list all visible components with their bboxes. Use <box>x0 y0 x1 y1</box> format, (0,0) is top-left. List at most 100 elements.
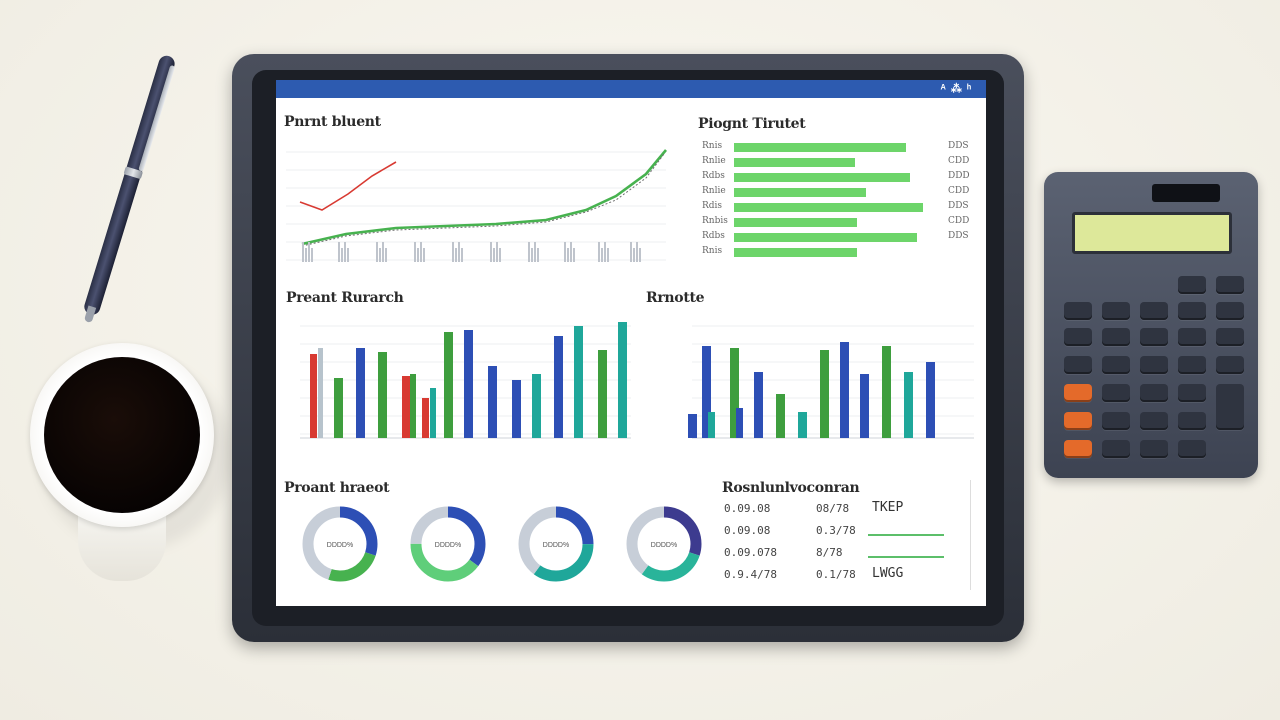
tick-mark <box>534 242 536 262</box>
calculator-key <box>1102 302 1130 320</box>
tick-mark <box>455 248 457 262</box>
tick-mark <box>499 248 501 262</box>
calculator-key <box>1178 440 1206 458</box>
table-row: 0.09.078 8/78 <box>720 544 976 564</box>
bar <box>734 248 857 257</box>
donut-label: DDDD% <box>543 542 569 549</box>
calculator-key <box>1064 356 1092 374</box>
table-cell: 0.09.08 <box>724 502 771 515</box>
bar <box>378 352 387 438</box>
bar <box>318 348 323 438</box>
dotted-series-line <box>301 153 665 247</box>
status-icons: ᴬ ⁂ ʰ <box>940 83 972 95</box>
tick-mark <box>382 242 384 262</box>
bar <box>734 188 866 197</box>
bar-value-label: DDS <box>948 201 969 211</box>
calculator-keypad <box>1058 272 1248 464</box>
bar <box>736 408 743 438</box>
calculator-key <box>1178 384 1206 402</box>
tick-mark <box>598 242 600 262</box>
bar-label: Rdbs <box>702 231 725 241</box>
tick-mark <box>417 248 419 262</box>
donut-chart: DDDD% <box>410 506 486 582</box>
calculator-key <box>1178 276 1206 294</box>
calculator-key <box>1178 356 1206 374</box>
calculator-key <box>1216 356 1244 374</box>
donut-chart: DDDD% <box>302 506 378 582</box>
tick-mark <box>338 242 340 262</box>
calculator-display <box>1072 212 1232 254</box>
bar <box>734 158 855 167</box>
bar <box>574 326 583 438</box>
calculator-key <box>1216 302 1244 320</box>
grouped-bar-chart-2 <box>688 325 974 439</box>
tick-mark <box>564 242 566 262</box>
donut-segment <box>302 506 378 582</box>
calculator <box>1044 172 1258 478</box>
tick-mark <box>347 248 349 262</box>
tick-mark <box>414 242 416 262</box>
bar <box>410 374 416 438</box>
dashboard-screen: ᴬ ⁂ ʰ Pnrnt bluent Piognt Tirutet Preant… <box>276 80 986 606</box>
red-series-line <box>299 161 397 211</box>
tick-mark <box>537 248 539 262</box>
table-cell: 0.1/78 <box>816 568 856 581</box>
calculator-key <box>1064 302 1092 320</box>
bar-label: Rdis <box>702 201 723 211</box>
bar <box>422 398 429 438</box>
donut-segment <box>518 506 594 582</box>
bar-label: Rnis <box>702 141 723 151</box>
tick-mark <box>452 242 454 262</box>
bar-row: Rnis DDS <box>696 140 986 155</box>
bar-value-label: DDS <box>948 141 969 151</box>
bar <box>310 354 317 438</box>
bar <box>840 342 849 438</box>
screen-topbar: ᴬ ⁂ ʰ <box>276 80 986 98</box>
tick-mark <box>604 242 606 262</box>
bar-row: Rnlie CDD <box>696 185 986 200</box>
calculator-key <box>1216 384 1244 430</box>
donut-chart: DDDD% <box>626 506 702 582</box>
bar-label: Rnlie <box>702 186 726 196</box>
bar <box>512 380 521 438</box>
tick-mark <box>567 248 569 262</box>
calculator-key <box>1064 440 1092 458</box>
line-chart-title: Pnrnt bluent <box>284 114 381 130</box>
donut-segment <box>626 506 702 582</box>
tick-mark <box>302 242 304 262</box>
tick-mark <box>376 242 378 262</box>
bar-row: Rdis DDS <box>696 200 986 215</box>
grouped-bar-chart <box>300 322 631 439</box>
table-row: 0.9.4/78 0.1/78 LWGG <box>720 566 976 586</box>
calculator-solar-panel <box>1152 184 1220 202</box>
bar-row: Rdbs DDD <box>696 170 986 185</box>
bar <box>776 394 785 438</box>
bar <box>926 362 935 438</box>
bar <box>734 203 923 212</box>
calculator-key <box>1140 302 1168 320</box>
calculator-key <box>1140 384 1168 402</box>
horizontal-bar-chart: Rnis DDS Rnlie CDD Rdbs DDD Rnlie CDD Rdis DDS Rnb… <box>696 140 986 260</box>
tick-mark <box>305 248 307 262</box>
donut-charts: DDDD% DDDD% DDDD% DDDD% <box>302 506 702 582</box>
tick-mark <box>379 248 381 262</box>
bar-value-label: CDD <box>948 216 970 226</box>
bar <box>730 348 739 438</box>
tick-mark <box>639 248 641 262</box>
bar <box>618 322 627 438</box>
tick-mark <box>423 248 425 262</box>
bar-label: Rnis <box>702 246 723 256</box>
table-bar <box>868 556 944 558</box>
bar <box>702 346 711 438</box>
donut-segment <box>410 506 486 582</box>
donut-segment <box>302 506 378 582</box>
calculator-key <box>1102 356 1130 374</box>
coffee <box>44 357 200 513</box>
table-bar <box>868 534 944 536</box>
tick-mark <box>496 242 498 262</box>
bar <box>356 348 365 438</box>
tick-mark <box>385 248 387 262</box>
calculator-key <box>1178 302 1206 320</box>
bar <box>882 346 891 438</box>
calculator-key <box>1140 412 1168 430</box>
